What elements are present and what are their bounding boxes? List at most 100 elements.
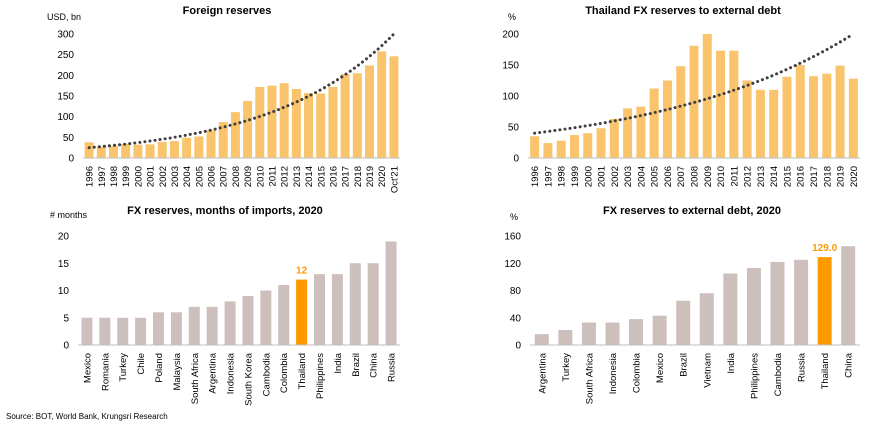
y-tick-label: 50 — [508, 123, 520, 134]
x-tick-label: 2018 — [353, 166, 364, 187]
bar — [145, 144, 155, 158]
y-tick-label: 40 — [510, 313, 522, 324]
y-tick-label: 0 — [68, 154, 74, 165]
x-tick-label: Mexico — [655, 353, 666, 383]
bar — [218, 122, 228, 158]
x-tick-label: 2006 — [663, 166, 674, 187]
x-tick-label: 1998 — [109, 166, 120, 187]
chart-title: Thailand FX reserves to external debt — [585, 5, 781, 17]
y-tick-label: 150 — [502, 61, 519, 72]
bar — [556, 140, 566, 158]
source-note: Source: BOT, World Bank, Krungsri Resear… — [6, 412, 168, 421]
x-tick-label: Argentina — [208, 352, 219, 393]
x-tick-label: 2020 — [849, 166, 860, 187]
bar — [702, 34, 712, 158]
bar — [581, 322, 596, 345]
bar — [716, 50, 726, 158]
x-tick-label: 1998 — [557, 166, 568, 187]
bar — [230, 112, 240, 158]
bar — [769, 89, 779, 158]
x-tick-label: 2009 — [243, 166, 254, 187]
x-tick-label: 2010 — [716, 166, 727, 187]
x-tick-label: 2006 — [207, 166, 218, 187]
x-tick-label: 1997 — [543, 166, 554, 187]
chart-title: FX reserves to external debt, 2020 — [603, 205, 781, 217]
x-tick-label: 2013 — [292, 166, 303, 187]
x-tick-label: 2020 — [377, 166, 388, 187]
x-tick-label: 2000 — [133, 166, 144, 187]
y-tick-label: 250 — [57, 50, 74, 61]
bar — [699, 293, 714, 345]
y-tick-label: 150 — [57, 92, 74, 103]
bar — [770, 261, 785, 345]
y-tick-label: 300 — [57, 30, 74, 41]
x-tick-label: 2009 — [703, 166, 714, 187]
x-tick-label: China — [369, 352, 380, 378]
bar — [349, 263, 361, 345]
x-tick-label: 1999 — [570, 166, 581, 187]
bar — [676, 300, 691, 345]
bar — [755, 89, 765, 158]
bar — [746, 268, 761, 345]
bar — [133, 144, 143, 158]
bar — [596, 128, 606, 158]
bar — [530, 136, 540, 158]
x-tick-label: 2018 — [822, 166, 833, 187]
bar — [296, 279, 308, 345]
y-tick-label: 100 — [502, 92, 519, 103]
y-tick-label: 160 — [504, 232, 521, 243]
bar — [558, 330, 573, 345]
x-tick-label: Oct'21 — [389, 166, 400, 193]
data-label: 12 — [296, 266, 308, 277]
bar — [340, 74, 350, 158]
bar — [817, 257, 832, 345]
x-tick-label: 2004 — [182, 166, 193, 187]
bar — [99, 317, 111, 345]
bar — [352, 73, 362, 158]
bar — [385, 241, 397, 345]
x-tick-label: Argentina — [537, 352, 548, 393]
bar — [328, 86, 338, 158]
bar — [291, 88, 301, 158]
bar — [278, 285, 290, 345]
bar — [841, 246, 856, 345]
bar — [569, 135, 579, 158]
x-tick-label: 2014 — [769, 166, 780, 187]
bar — [365, 65, 375, 158]
x-tick-label: 2011 — [729, 166, 740, 186]
bar — [835, 65, 845, 158]
bar — [169, 141, 179, 158]
x-tick-label: 1996 — [530, 166, 541, 187]
x-tick-label: 2010 — [255, 166, 266, 187]
x-tick-label: Philippines — [749, 353, 760, 399]
bar — [649, 88, 659, 158]
x-tick-label: 2008 — [231, 166, 242, 187]
x-tick-label: 2007 — [219, 166, 230, 187]
x-tick-label: 2003 — [623, 166, 634, 187]
y-tick-label: 0 — [513, 154, 519, 165]
x-tick-label: India — [333, 352, 344, 373]
x-tick-label: Indonesia — [226, 352, 237, 394]
bar — [729, 50, 739, 158]
bar — [182, 137, 192, 158]
x-tick-label: Colombia — [632, 352, 643, 393]
bar — [314, 274, 325, 345]
x-tick-label: 2001 — [597, 166, 608, 187]
bar — [117, 317, 129, 345]
x-tick-label: 2015 — [316, 166, 327, 187]
chart-title: FX reserves, months of imports, 2020 — [127, 205, 323, 217]
x-tick-label: 2016 — [328, 166, 339, 187]
x-tick-label: 2019 — [836, 166, 847, 187]
y-tick-label: 80 — [510, 286, 522, 297]
bar — [795, 65, 805, 158]
y-tick-label: 50 — [63, 133, 75, 144]
x-tick-label: Indonesia — [608, 352, 619, 394]
x-tick-label: 2004 — [636, 166, 647, 187]
x-tick-label: Malaysia — [172, 352, 183, 390]
bar — [255, 86, 265, 158]
bar — [206, 306, 218, 345]
bar — [629, 319, 644, 345]
x-tick-label: 2015 — [782, 166, 793, 187]
y-axis-unit-label: % — [510, 212, 518, 222]
bar — [377, 51, 387, 158]
